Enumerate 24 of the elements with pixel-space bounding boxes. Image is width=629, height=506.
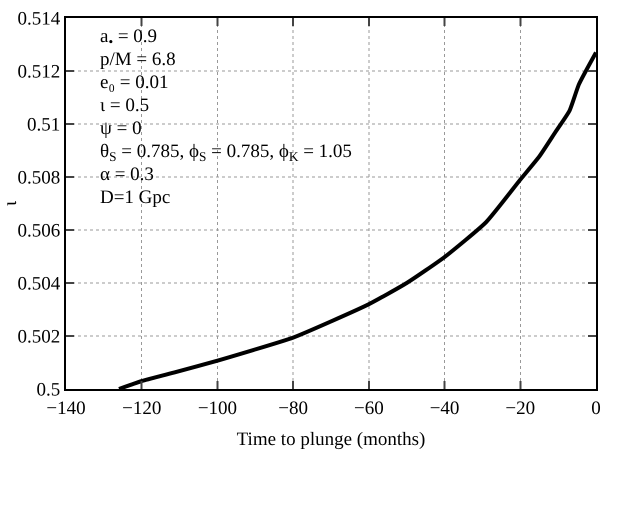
annotation: ι = 0.5 [100,95,150,116]
x-tick-label: −100 [198,398,238,419]
y-tick-label: 0.51 [26,114,60,136]
annotation: D=1 Gpc [100,187,170,208]
x-tick-label: −40 [430,398,460,419]
y-tick-label: 0.504 [17,274,61,295]
y-tick-label: 0.508 [17,168,60,189]
annotation: α = 0.3 [100,164,154,185]
y-tick-label: 0.502 [17,326,60,348]
annotation: ψ = 0 [100,118,142,139]
y-axis-title: ι [0,200,21,206]
annotation: θ$_{S}$ = 0.785, ϕ$_{S}$ = 0.785, ϕ$_{K}$ = 1.05 [100,141,352,164]
annotation: e₀ = 0.01 [100,72,169,93]
x-tick-label: 0 [591,398,601,419]
x-tick-label: −20 [505,398,536,419]
y-tick-label: 0.506 [17,220,60,242]
x-tick-label: −60 [354,398,384,419]
annotation: p/M = 6.8 [100,49,176,70]
y-tick-label: 0.514 [17,8,61,30]
x-tick-label: −80 [278,398,308,419]
y-tick-label: 0.512 [17,62,60,83]
x-tick-label: −120 [122,398,162,419]
annotation: a$_{•}$ = 0.9 [100,26,158,49]
x-axis-title: Time to plunge (months) [236,429,426,450]
